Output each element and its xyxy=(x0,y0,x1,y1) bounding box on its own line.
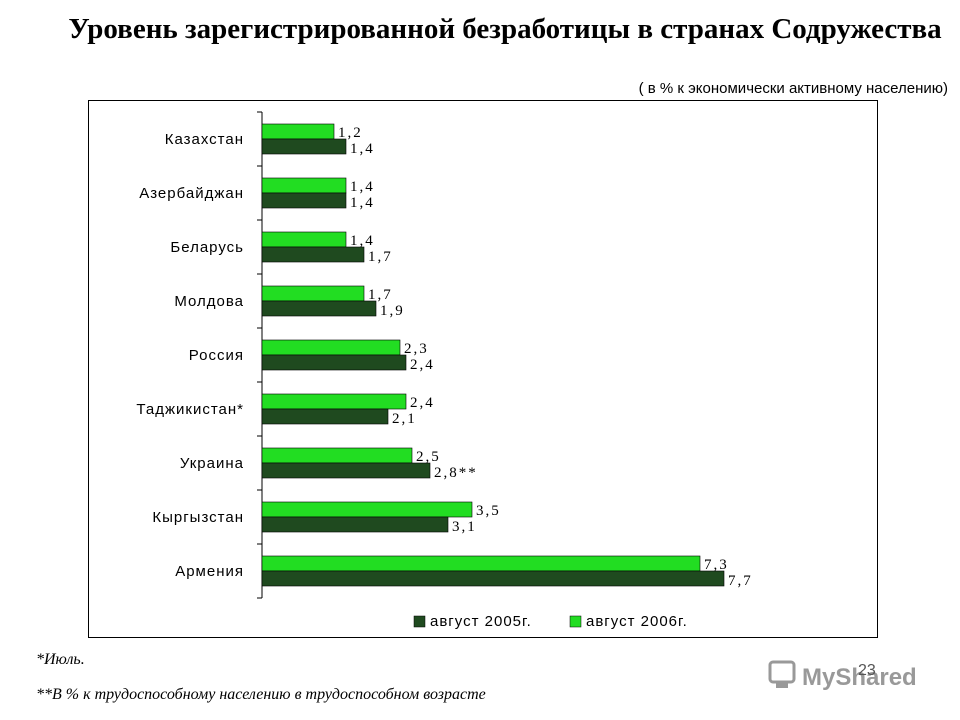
data-label-2006: 1,4 xyxy=(350,233,375,249)
data-label-2006: 1,7 xyxy=(368,287,393,303)
bar-2006 xyxy=(261,231,347,248)
category-label: Молдова xyxy=(174,293,244,310)
data-label-2006: 2,4 xyxy=(410,395,435,411)
data-label-2005: 1,9 xyxy=(380,303,405,319)
category-label: Азербайджан xyxy=(139,185,244,202)
bar-2006 xyxy=(261,555,701,572)
category-label: Армения xyxy=(175,563,244,580)
data-label-2005: 2,1 xyxy=(392,411,417,427)
bar-2005 xyxy=(261,300,377,317)
data-label-2006: 2,3 xyxy=(404,341,429,357)
category-label: Украина xyxy=(180,455,244,472)
bar-2006 xyxy=(261,501,473,518)
legend-label-2005: август 2005г. xyxy=(430,613,532,630)
data-label-2005: 3,1 xyxy=(452,519,477,535)
watermark-text: MyShared xyxy=(802,664,917,691)
bar-2006 xyxy=(261,177,347,194)
category-label: Казахстан xyxy=(165,131,244,148)
data-label-2005: 1,7 xyxy=(368,249,393,265)
footnote-july: *Июль. xyxy=(36,651,85,668)
chart-subtitle: ( в % к экономически активному населению… xyxy=(638,80,948,97)
bar-2005 xyxy=(261,354,407,371)
bar-2005 xyxy=(261,570,725,587)
watermark-icon xyxy=(768,660,796,684)
data-label-2006: 2,5 xyxy=(416,449,441,465)
data-label-2005: 1,4 xyxy=(350,195,375,211)
watermark-logo: MyShared xyxy=(766,656,926,696)
data-label-2006: 1,2 xyxy=(338,125,363,141)
category-label: Кыргызстан xyxy=(152,509,244,526)
bar-2006 xyxy=(261,339,401,356)
bar-2005 xyxy=(261,192,347,209)
bar-2006 xyxy=(261,447,413,464)
bar-2006 xyxy=(261,393,407,410)
data-label-2005: 1,4 xyxy=(350,141,375,157)
category-label: Таджикистан* xyxy=(136,401,244,418)
legend-swatch-2005 xyxy=(413,615,426,628)
bar-2006 xyxy=(261,285,365,302)
category-label: Россия xyxy=(189,347,244,364)
bar-2005 xyxy=(261,138,347,155)
bar-2005 xyxy=(261,462,431,479)
bar-2006 xyxy=(261,123,335,140)
data-label-2006: 3,5 xyxy=(476,503,501,519)
data-label-2006: 1,4 xyxy=(350,179,375,195)
chart-frame xyxy=(88,100,878,638)
page-number: 23 xyxy=(858,662,876,679)
data-label-2006: 7,3 xyxy=(704,557,729,573)
bar-2005 xyxy=(261,408,389,425)
data-label-2005: 2,4 xyxy=(410,357,435,373)
legend-swatch-2006 xyxy=(569,615,582,628)
data-label-2005: 2,8** xyxy=(434,465,478,481)
legend-label-2006: август 2006г. xyxy=(586,613,688,630)
category-label: Беларусь xyxy=(170,239,244,256)
chart-title: Уровень зарегистрированной безработицы в… xyxy=(68,13,942,45)
data-label-2005: 7,7 xyxy=(728,573,753,589)
bar-2005 xyxy=(261,516,449,533)
footnote-working-age: **В % к трудоспособному населению в труд… xyxy=(36,686,486,703)
bar-2005 xyxy=(261,246,365,263)
